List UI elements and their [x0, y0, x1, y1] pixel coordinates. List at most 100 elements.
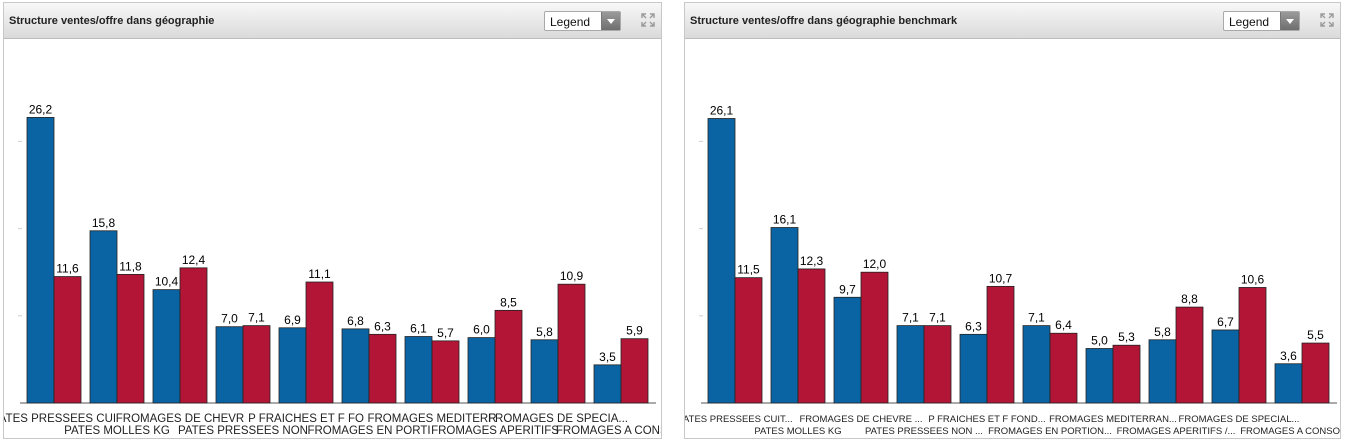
x-tick-label: FROMAGES DE CHEVR	[116, 413, 244, 425]
data-label: 12,3	[800, 254, 824, 268]
x-tick-label: FROMAGES A CONSOM	[556, 425, 662, 437]
bar-series-b[interactable]	[1301, 342, 1330, 404]
bar-series-a[interactable]	[959, 333, 988, 404]
data-label: 15,8	[92, 216, 116, 230]
bar-series-b[interactable]	[620, 338, 649, 404]
bar-series-a[interactable]	[896, 325, 925, 404]
data-label: 10,7	[989, 271, 1013, 285]
bar-series-a[interactable]	[707, 118, 736, 404]
x-tick-label: PATES MOLLES KG	[754, 426, 841, 437]
data-label: 26,2	[29, 102, 53, 116]
data-label: 11,5	[737, 263, 760, 277]
bar-series-a[interactable]	[89, 230, 118, 404]
data-label: 8,8	[1181, 292, 1198, 306]
bar-series-b[interactable]	[494, 309, 523, 404]
data-label: 16,1	[773, 213, 797, 227]
bar-series-a[interactable]	[278, 327, 307, 404]
bar-series-a[interactable]	[215, 326, 244, 404]
data-label: 11,1	[308, 267, 331, 281]
x-tick-label: FROMAGES APERITIFS /...	[1117, 426, 1236, 437]
data-label: 7,0	[221, 312, 238, 326]
data-label: 6,0	[473, 323, 490, 337]
bar-series-b[interactable]	[1112, 344, 1141, 404]
data-label: 5,7	[437, 326, 454, 340]
bar-series-a[interactable]	[152, 289, 181, 404]
data-label: 6,4	[1055, 318, 1072, 332]
bar-series-a[interactable]	[467, 337, 496, 404]
x-tick-label: PATES PRESSEES CUI	[4, 413, 116, 425]
bar-chart: 26,1 11,5 PATES PRESSEES CUIT... 16,1 12,3 PA…	[685, 104, 1341, 437]
data-label: 6,3	[965, 319, 982, 333]
data-label: 5,3	[1118, 330, 1135, 344]
bar-series-a[interactable]	[1085, 348, 1114, 404]
bar-series-b[interactable]	[923, 325, 952, 404]
bar-series-b[interactable]	[557, 283, 586, 404]
x-tick-label: FROMAGES DE SPECIAL...	[1179, 414, 1300, 425]
data-label: 6,7	[1217, 315, 1234, 329]
bar-series-a[interactable]	[341, 328, 370, 404]
data-label: 5,8	[1154, 325, 1171, 339]
panel-header: Structure ventes/offre dans géographie L…	[4, 3, 661, 39]
bar-series-b[interactable]	[1175, 306, 1204, 404]
bar-series-b[interactable]	[860, 271, 889, 404]
x-tick-label: PATES PRESSEES CUIT...	[685, 414, 793, 425]
legend-dropdown[interactable]: Legend	[544, 11, 621, 31]
legend-dropdown[interactable]: Legend	[1223, 11, 1300, 31]
bar-series-b[interactable]	[1238, 287, 1267, 404]
bar-series-b[interactable]	[116, 273, 145, 404]
legend-dropdown-label: Legend	[1229, 15, 1270, 29]
data-label: 7,1	[1028, 311, 1045, 325]
x-tick-label: PATES MOLLES KG	[64, 425, 170, 437]
x-tick-label: FROMAGES APERITIFS	[431, 425, 559, 437]
bar-series-a[interactable]	[1211, 329, 1240, 404]
data-label: 11,6	[56, 262, 79, 276]
data-label: 5,8	[536, 325, 553, 339]
data-label: 6,1	[410, 322, 427, 336]
data-label: 9,7	[839, 282, 856, 296]
bar-series-b[interactable]	[179, 267, 208, 404]
data-label: 7,1	[929, 311, 946, 325]
data-label: 3,6	[1280, 349, 1297, 363]
bar-series-a[interactable]	[770, 227, 799, 404]
bar-series-b[interactable]	[431, 340, 460, 404]
bar-series-b[interactable]	[53, 276, 82, 404]
legend-dropdown-label: Legend	[550, 15, 591, 29]
bar-series-b[interactable]	[1049, 332, 1078, 404]
data-label: 7,1	[248, 311, 265, 325]
x-tick-label: P FRAICHES ET F FO	[248, 413, 364, 425]
panel-title: Structure ventes/offre dans géographie	[9, 15, 215, 27]
x-tick-label: FROMAGES DE CHEVRE ...	[800, 414, 923, 425]
x-tick-label: PATES PRESSEES NON ...	[865, 426, 983, 437]
x-tick-label: PATES PRESSEES NON	[178, 425, 308, 437]
x-tick-label: FROMAGES MEDITERRAN...	[1049, 414, 1177, 425]
bar-series-a[interactable]	[404, 336, 433, 404]
data-label: 12,4	[182, 253, 206, 267]
bar-series-a[interactable]	[593, 364, 622, 404]
data-label: 26,1	[710, 104, 734, 118]
bar-series-a[interactable]	[833, 296, 862, 404]
bar-series-a[interactable]	[530, 339, 559, 404]
bar-series-b[interactable]	[986, 285, 1015, 404]
data-label: 7,1	[902, 311, 919, 325]
bar-series-b[interactable]	[734, 277, 763, 404]
bar-series-b[interactable]	[305, 281, 334, 404]
x-tick-label: FROMAGES EN PORTI	[307, 425, 430, 437]
data-label: 10,6	[1241, 272, 1265, 286]
bar-series-b[interactable]	[242, 325, 271, 404]
bar-series-a[interactable]	[1022, 325, 1051, 404]
bar-series-a[interactable]	[26, 117, 55, 404]
bar-series-a[interactable]	[1148, 339, 1177, 404]
bar-series-b[interactable]	[368, 333, 397, 404]
chevron-down-icon[interactable]	[601, 12, 620, 30]
data-label: 10,4	[155, 275, 179, 289]
x-tick-label: FROMAGES A CONSOMM...	[1240, 426, 1341, 437]
data-label: 3,5	[599, 350, 616, 364]
data-label: 11,8	[119, 259, 142, 273]
bar-series-a[interactable]	[1274, 363, 1303, 404]
data-label: 6,8	[347, 314, 364, 328]
chevron-down-icon[interactable]	[1280, 12, 1299, 30]
bar-series-b[interactable]	[797, 268, 826, 404]
panel-title: Structure ventes/offre dans géographie b…	[690, 15, 958, 27]
expand-arrows-icon[interactable]	[1320, 13, 1334, 27]
expand-arrows-icon[interactable]	[641, 13, 655, 27]
